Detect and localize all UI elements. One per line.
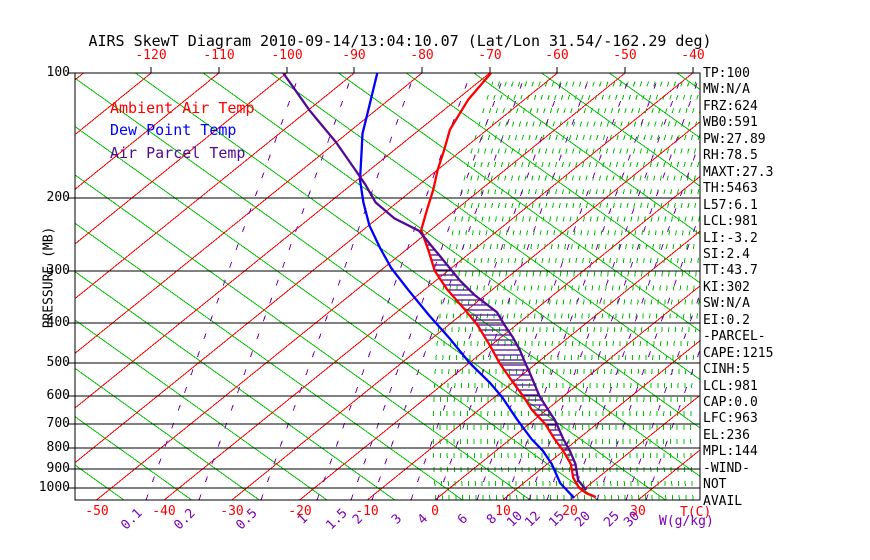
pressure-tick-label: 500: [46, 355, 70, 370]
stats-line: CAPE:1215: [703, 346, 774, 361]
pressure-tick-label: 1000: [38, 480, 70, 495]
stats-line: EL:236: [703, 428, 750, 443]
air-parcel-temp-line: [282, 73, 588, 491]
bottom-axis-temp-label: -50: [85, 504, 109, 519]
stats-line: FRZ:624: [703, 99, 758, 114]
temp-unit-label: T(C): [680, 505, 712, 520]
stats-line: -PARCEL-: [703, 329, 766, 344]
stats-line: CAP:0.0: [703, 395, 758, 410]
ambient-air-temp-line: [420, 73, 597, 499]
stats-line: RH:78.5: [703, 148, 758, 163]
bottom-axis-temp-label: 20: [562, 504, 578, 519]
top-axis-temp-label: -120: [135, 48, 167, 63]
top-axis-temp-label: -80: [410, 48, 434, 63]
pressure-tick-label: 700: [46, 416, 70, 431]
stats-line: WB0:591: [703, 115, 758, 130]
chart-title: AIRS SkewT Diagram 2010-09-14/13:04:10.0…: [88, 32, 712, 50]
stats-line: NOT: [703, 477, 727, 492]
bottom-axis-temp-label: 10: [495, 504, 511, 519]
stats-line: EI:0.2: [703, 313, 750, 328]
top-axis-temp-label: -60: [545, 48, 569, 63]
top-axis-temp-label: -110: [203, 48, 235, 63]
pressure-grid-lines: [67, 67, 701, 501]
stats-line: MAXT:27.3: [703, 165, 774, 180]
pressure-tick-label: 400: [46, 315, 70, 330]
legend-ambient-air-temp: Ambient Air Temp: [110, 99, 255, 117]
pressure-tick-label: 300: [46, 263, 70, 278]
mixing-unit-label: W(g/kg): [659, 514, 714, 529]
stats-line: MPL:144: [703, 444, 758, 459]
stats-line: MW:N/A: [703, 82, 750, 97]
pressure-tick-label: 800: [46, 440, 70, 455]
bottom-axis-temp-label: -10: [355, 504, 379, 519]
pressure-tick-label: 200: [46, 190, 70, 205]
legend-air-parcel-temp: Air Parcel Temp: [110, 144, 246, 162]
bottom-axis-temp-label: 30: [630, 504, 646, 519]
stats-line: PW:27.89: [703, 132, 766, 147]
stats-line: CINH:5: [703, 362, 750, 377]
bottom-axis-temp-label: -30: [220, 504, 244, 519]
stats-line: AVAIL: [703, 494, 743, 509]
pressure-tick-label: 900: [46, 461, 70, 476]
bottom-axis-temp-label: 0: [431, 504, 439, 519]
bottom-axis-temp-label: -20: [288, 504, 312, 519]
bottom-axis-temp-label: -40: [152, 504, 176, 519]
pressure-tick-label: 600: [46, 388, 70, 403]
top-axis-temp-label: -70: [478, 48, 502, 63]
stats-line: SW:N/A: [703, 296, 750, 311]
dry-adiabat-lines: [75, 73, 700, 500]
legend-dew-point-temp: Dew Point Temp: [110, 121, 237, 139]
stats-line: SI:2.4: [703, 247, 750, 262]
top-axis-temp-label: -100: [271, 48, 303, 63]
top-axis-temp-label: -50: [613, 48, 637, 63]
stats-line: TT:43.7: [703, 263, 758, 278]
stats-line: LFC:963: [703, 411, 758, 426]
stats-line: TH:5463: [703, 181, 758, 196]
stats-line: L57:6.1: [703, 198, 758, 213]
stats-line: KI:302: [703, 280, 750, 295]
top-axis-temp-label: -90: [342, 48, 366, 63]
dew-point-temp-line: [358, 73, 576, 499]
isotherm-lines: [75, 73, 700, 500]
stats-line: LCL:981: [703, 379, 758, 394]
stats-line: -WIND-: [703, 461, 750, 476]
stats-line: TP:100: [703, 66, 750, 81]
stats-line: LI:-3.2: [703, 231, 758, 246]
pressure-tick-label: 100: [46, 65, 70, 80]
stats-line: LCL:981: [703, 214, 758, 229]
top-axis-temp-label: -40: [681, 48, 705, 63]
